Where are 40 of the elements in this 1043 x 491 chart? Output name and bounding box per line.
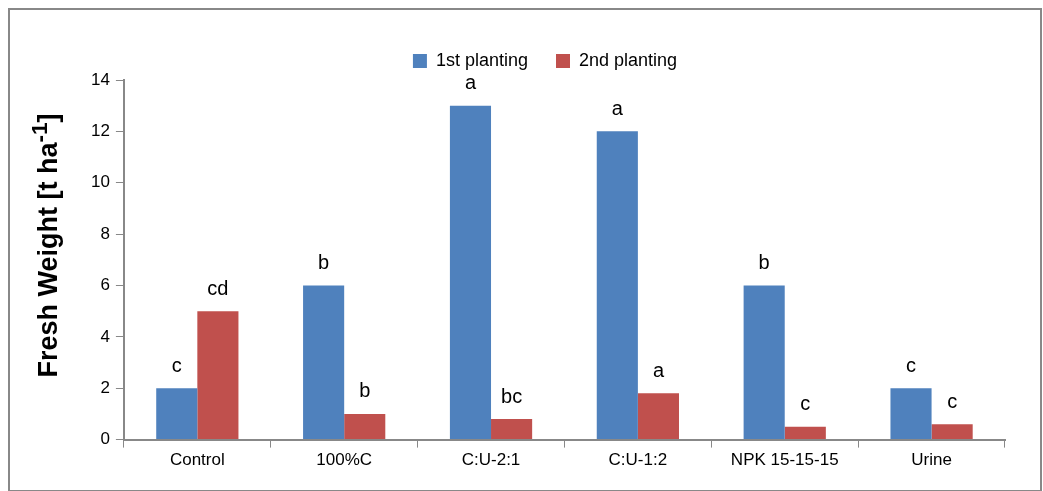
y-tick-label: 0 bbox=[100, 429, 110, 449]
x-tick-label: Urine bbox=[911, 450, 952, 470]
y-tick-label: 14 bbox=[90, 69, 110, 89]
bar bbox=[303, 285, 345, 440]
data-label: b bbox=[758, 251, 770, 273]
legend-label: 2nd planting bbox=[578, 49, 678, 70]
data-label: b bbox=[359, 379, 371, 402]
bar bbox=[784, 426, 826, 440]
x-tick-label: C:U-2:1 bbox=[461, 450, 521, 470]
bar bbox=[596, 131, 638, 440]
y-tick-label: 12 bbox=[90, 121, 110, 141]
y-tick-label: 4 bbox=[100, 326, 110, 346]
bar bbox=[931, 424, 973, 440]
bar bbox=[344, 413, 386, 440]
y-tick-label: 2 bbox=[100, 377, 110, 397]
bar bbox=[449, 105, 492, 440]
bar bbox=[491, 419, 533, 440]
x-tick-label: 100%C bbox=[316, 450, 373, 470]
bar bbox=[637, 393, 679, 440]
bar bbox=[890, 388, 932, 440]
data-label: b bbox=[318, 251, 330, 273]
data-label: cd bbox=[207, 276, 229, 299]
data-label: c bbox=[800, 392, 811, 415]
legend-label: 1st planting bbox=[435, 49, 528, 70]
bar bbox=[156, 388, 198, 440]
data-label: c bbox=[906, 353, 917, 376]
bar bbox=[743, 285, 785, 440]
y-tick-label: 6 bbox=[100, 275, 110, 295]
data-label: a bbox=[611, 96, 624, 119]
y-tick-label: 10 bbox=[90, 172, 110, 192]
x-tick-label: Control bbox=[169, 450, 225, 470]
data-label: a bbox=[464, 71, 477, 94]
x-tick-label: C:U-1:2 bbox=[608, 450, 668, 470]
data-label: c bbox=[947, 389, 958, 412]
data-label: c bbox=[171, 353, 182, 376]
y-tick-label: 8 bbox=[100, 223, 110, 243]
x-tick-label: NPK 15-15-15 bbox=[730, 450, 839, 470]
data-label: a bbox=[652, 358, 665, 381]
data-label: bc bbox=[501, 384, 523, 407]
bar bbox=[197, 311, 239, 440]
